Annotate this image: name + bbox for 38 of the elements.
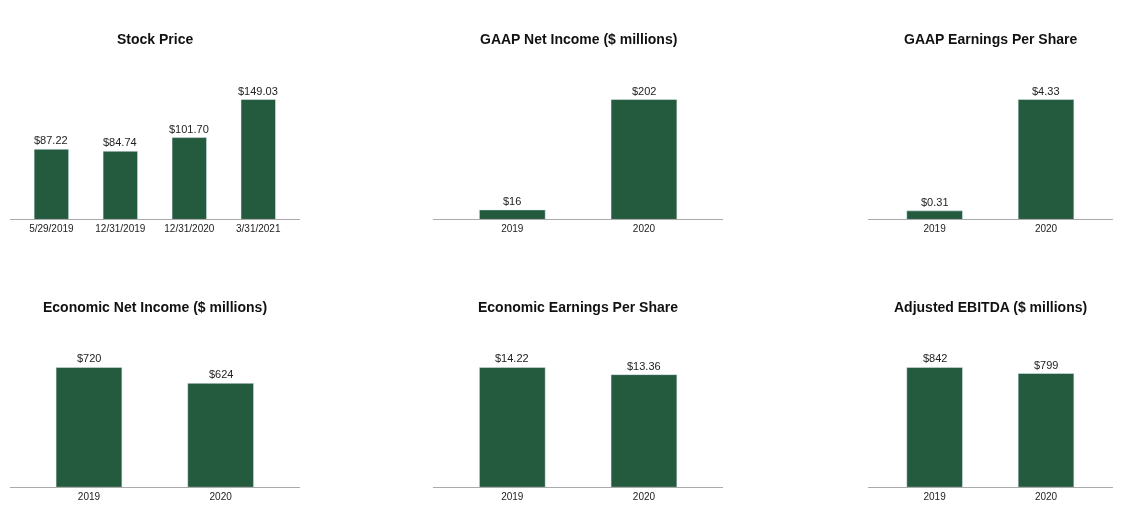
chart-title: Economic Earnings Per Share bbox=[478, 299, 679, 315]
x-tick-label: 2020 bbox=[1034, 491, 1058, 503]
x-tick-label: 2019 bbox=[923, 491, 947, 503]
chart-title: Stock Price bbox=[117, 31, 194, 47]
data-label: $84.74 bbox=[103, 136, 137, 148]
x-tick-label: 2020 bbox=[1034, 223, 1058, 235]
data-label: $13.36 bbox=[627, 360, 661, 372]
data-label: $4.33 bbox=[1032, 85, 1060, 97]
bar bbox=[171, 137, 207, 220]
x-tick-label: 2020 bbox=[632, 223, 656, 235]
data-label: $720 bbox=[77, 352, 102, 364]
data-label: $14.22 bbox=[495, 352, 529, 364]
chart-title: Economic Net Income ($ millions) bbox=[43, 299, 268, 315]
x-tick-label: 3/31/2021 bbox=[236, 223, 281, 235]
x-tick-label: 2020 bbox=[209, 491, 233, 503]
data-label: $0.31 bbox=[921, 196, 949, 208]
data-label: $842 bbox=[923, 352, 948, 364]
chart-title: GAAP Net Income ($ millions) bbox=[480, 31, 678, 47]
data-label: $16 bbox=[503, 195, 522, 207]
x-tick-label: 5/29/2019 bbox=[29, 223, 75, 235]
x-tick-label: 2019 bbox=[501, 223, 524, 235]
bar bbox=[240, 99, 276, 220]
x-tick-label: 2020 bbox=[632, 491, 656, 503]
data-label: $202 bbox=[632, 85, 657, 97]
x-tick-label: 12/31/2020 bbox=[164, 223, 215, 235]
data-label: $101.70 bbox=[169, 123, 209, 135]
bar bbox=[102, 151, 138, 220]
x-tick-label: 2019 bbox=[77, 491, 101, 503]
data-label: $799 bbox=[1034, 359, 1059, 371]
bar bbox=[33, 149, 69, 220]
x-tick-label: 12/31/2019 bbox=[95, 223, 146, 235]
data-label: $624 bbox=[209, 368, 234, 380]
chart-title: GAAP Earnings Per Share bbox=[904, 31, 1078, 47]
data-label: $149.03 bbox=[238, 85, 278, 97]
data-label: $87.22 bbox=[34, 134, 68, 146]
x-tick-label: 2019 bbox=[923, 223, 947, 235]
x-tick-label: 2019 bbox=[501, 491, 524, 503]
chart-title: Adjusted EBITDA ($ millions) bbox=[894, 299, 1088, 315]
